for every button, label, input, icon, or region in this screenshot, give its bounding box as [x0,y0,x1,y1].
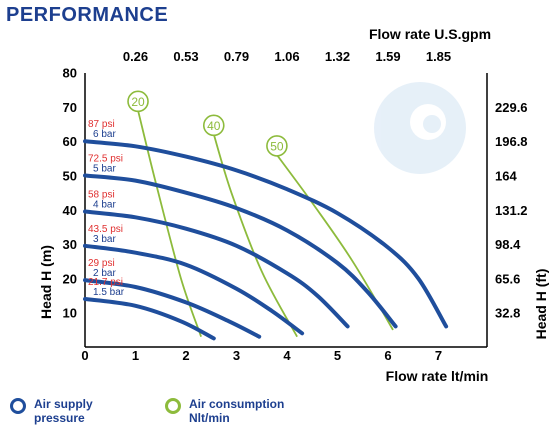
y2-axis-label: Head H (ft) [533,269,549,340]
top-tick-label: 1.32 [325,49,350,64]
legend-label-supply: Air supply pressure [34,397,93,425]
series-psi-label: 29 psi [88,258,115,269]
series-psi-label: 43.5 psi [88,224,123,235]
series-psi-label: 87 psi [88,119,115,130]
y2-tick-label: 98.4 [495,237,521,252]
supply-swatch-icon [10,398,26,414]
y2-tick-label: 32.8 [495,306,520,321]
series-bar-label: 5 bar [93,164,116,175]
y2-tick-label: 164 [495,169,517,184]
y2-tick-label: 65.6 [495,271,520,286]
top-tick-label: 0.26 [123,49,148,64]
tick-labels: 10 20 30 40 50 60 70 80 0 1 2 3 4 5 6 7 0.26 0.53 0.79 1.06… [63,49,528,363]
x-tick-label: 3 [233,348,240,363]
y-tick-label: 60 [63,134,77,149]
air-consumption-label: 50 [270,139,284,153]
x-tick-label: 1 [132,348,139,363]
supply-curve-line [83,173,398,329]
y-tick-label: 30 [63,237,77,252]
top-tick-label: 1.85 [426,49,451,64]
series-bar-label: 6 bar [93,129,116,140]
y2-tick-label: 131.2 [495,203,528,218]
air-consumption-line [212,134,298,338]
logo-watermark [374,82,466,174]
supply-curve-line [83,278,262,339]
air-consumption-curves: 20 40 50 [127,90,394,338]
legend-item-consumption: Air consumption Nlt/min [165,397,284,425]
air-consumption-marker [266,135,288,157]
series-bar-label: 3 bar [93,234,116,245]
y-tick-label: 10 [63,306,77,321]
y-tick-label: 20 [63,271,77,286]
x-axis-label: Flow rate lt/min [386,368,489,384]
supply-curve-line [83,139,449,329]
series-psi-label: 58 psi [88,190,115,201]
x-tick-label: 7 [435,348,442,363]
y-tick-label: 70 [63,100,77,115]
y2-tick-label: 229.6 [495,100,528,115]
top-tick-label: 1.59 [375,49,400,64]
supply-curve-line [83,243,305,336]
legend-item-supply: Air supply pressure [10,397,93,425]
supply-curve-line [83,297,216,341]
x-tick-label: 5 [334,348,341,363]
top-tick-label: 1.06 [274,49,299,64]
x-tick-label: 6 [384,348,391,363]
air-consumption-label: 20 [131,95,145,109]
y-axis-label: Head H (m) [38,245,54,319]
top-tick-label: 0.53 [173,49,198,64]
page-title: PERFORMANCE [6,4,169,26]
y-tick-label: 80 [63,66,77,81]
y-tick-label: 40 [63,203,77,218]
x-tick-label: 4 [283,348,291,363]
y-tick-label: 50 [63,169,77,184]
legend-label-consumption: Air consumption Nlt/min [189,397,285,425]
air-consumption-marker [202,114,225,137]
air-consumption-line [137,110,202,337]
air-supply-curves [83,139,449,341]
air-consumption-marker [127,90,149,113]
series-bar-label: 1.5 bar [93,287,125,298]
y2-tick-label: 196.8 [495,134,528,149]
top-tick-label: 0.79 [224,49,249,64]
x-tick-label: 0 [81,348,88,363]
top-axis-label: Flow rate U.S.gpm [369,26,491,42]
series-psi-label: 72.5 psi [88,154,123,165]
consumption-swatch-icon [165,398,181,414]
air-consumption-label: 40 [207,119,221,133]
series-psi-label: 21.7 psi [88,277,123,288]
series-bar-label: 2 bar [93,268,116,279]
series-bar-label: 4 bar [93,200,116,211]
supply-curve-line [83,209,350,329]
x-tick-label: 2 [182,348,189,363]
